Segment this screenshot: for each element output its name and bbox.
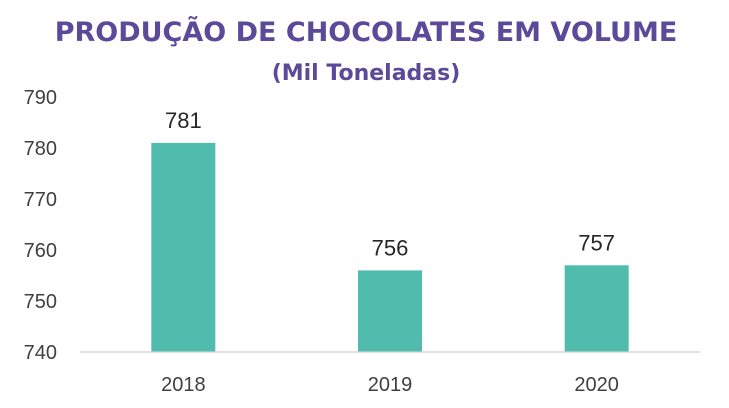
data-labels: 781 756 757 bbox=[165, 108, 615, 260]
bar-2018 bbox=[151, 142, 216, 352]
y-tick-label: 770 bbox=[24, 189, 57, 211]
x-tick-label-2020: 2020 bbox=[574, 374, 619, 396]
y-tick-label: 780 bbox=[24, 138, 57, 160]
y-tick-label: 740 bbox=[24, 342, 57, 364]
y-axis-ticks: 740 750 760 770 780 790 bbox=[24, 87, 57, 364]
data-label-2018: 781 bbox=[165, 108, 202, 133]
chart-title: PRODUÇÃO DE CHOCOLATES EM VOLUME bbox=[55, 16, 678, 48]
y-tick-label: 760 bbox=[24, 240, 57, 262]
y-tick-label: 790 bbox=[24, 87, 57, 109]
chart-subtitle: (Mil Toneladas) bbox=[272, 61, 461, 86]
data-label-2019: 756 bbox=[372, 235, 409, 260]
x-axis-ticks: 2018 2019 2020 bbox=[161, 374, 619, 396]
y-tick-label: 750 bbox=[24, 291, 57, 313]
x-tick-label-2018: 2018 bbox=[161, 374, 206, 396]
bar-2019 bbox=[358, 270, 422, 352]
bars bbox=[151, 142, 629, 352]
x-tick-label-2019: 2019 bbox=[368, 374, 413, 396]
data-label-2020: 757 bbox=[578, 230, 615, 255]
bar-2020 bbox=[564, 265, 629, 352]
